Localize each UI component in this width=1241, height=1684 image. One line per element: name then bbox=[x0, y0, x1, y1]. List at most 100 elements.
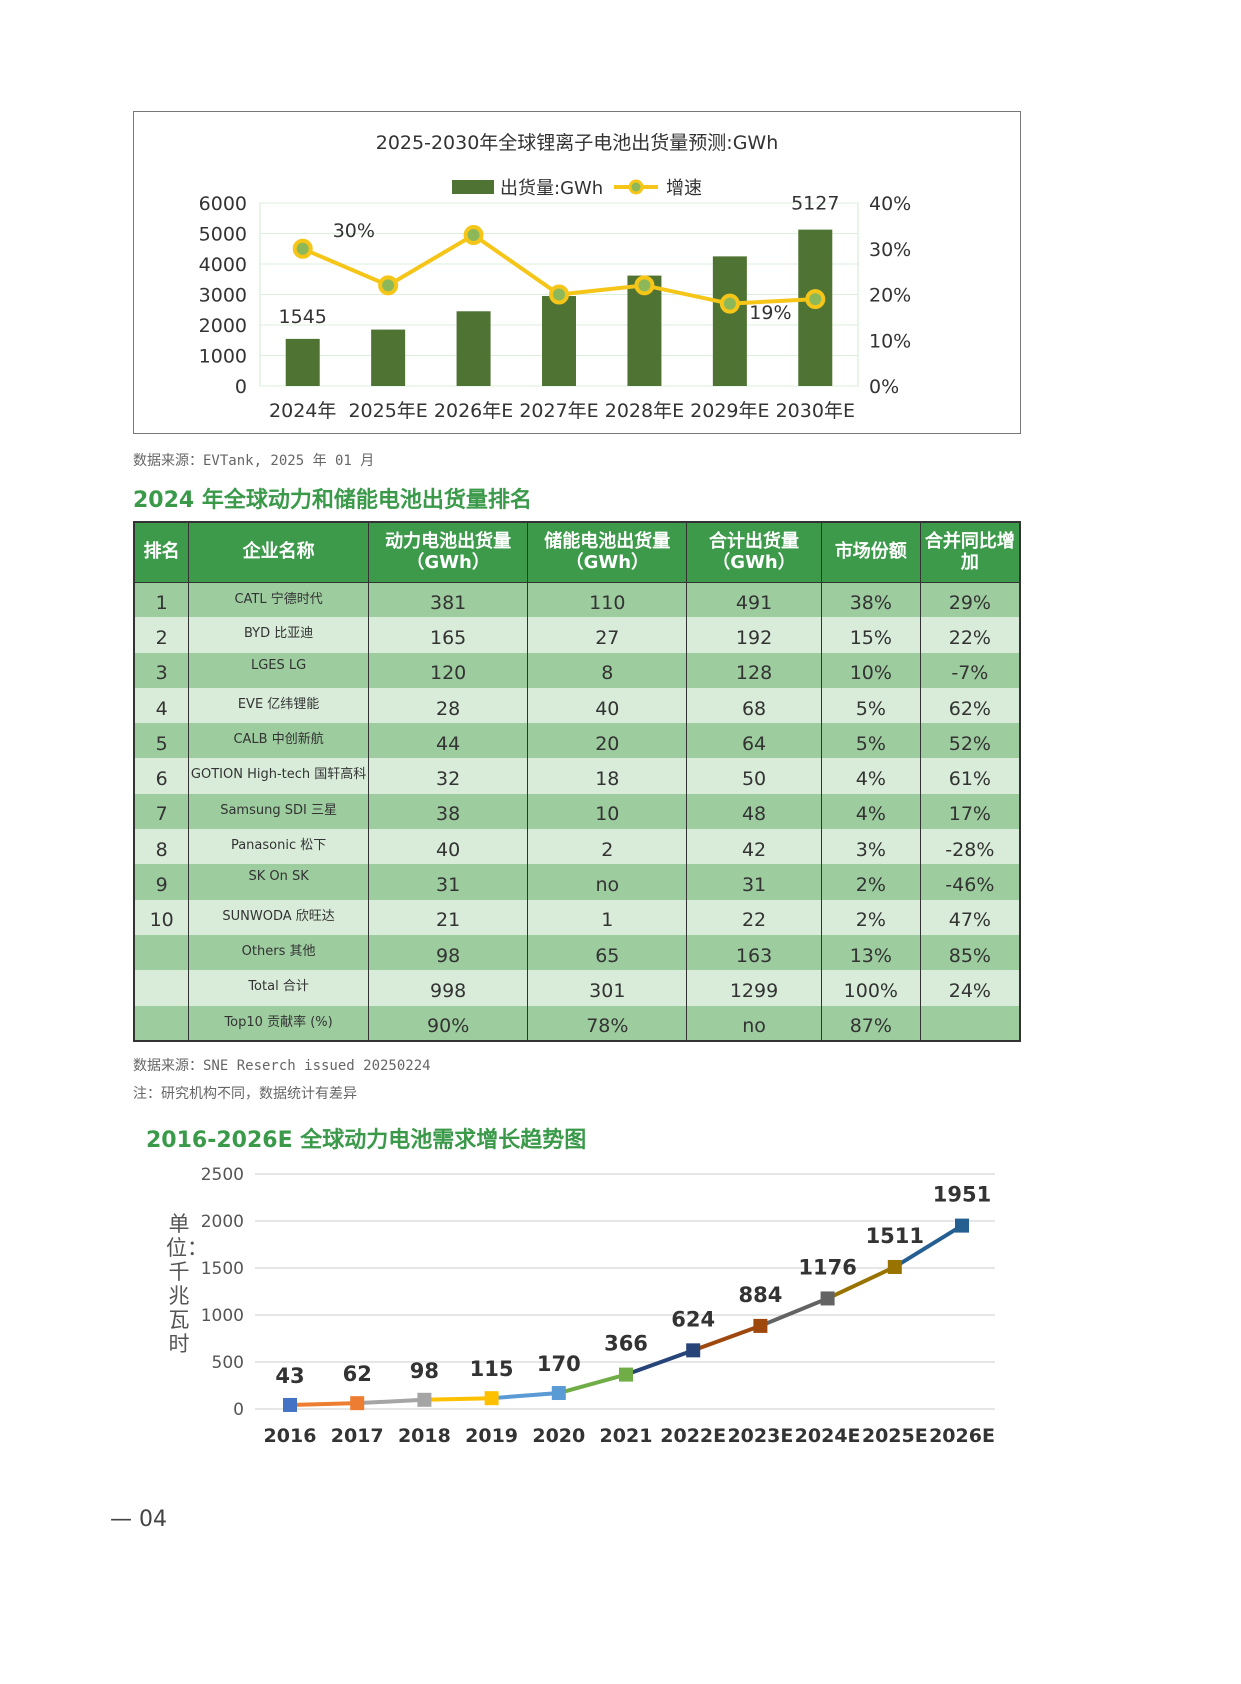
table-cell: 9 bbox=[133, 864, 190, 900]
y-axis-label: 单位：千兆瓦时 bbox=[166, 1212, 208, 1356]
line-segment bbox=[692, 1324, 762, 1353]
table-cell: 27 bbox=[527, 617, 688, 653]
left-tick-label: 3000 bbox=[199, 285, 247, 307]
table-cell: 2 bbox=[133, 617, 190, 653]
table-cell: 15% bbox=[820, 617, 921, 653]
table-cell: 21 bbox=[367, 899, 529, 935]
table-cell: 120 bbox=[367, 652, 529, 688]
table-cell: 491 bbox=[686, 582, 822, 618]
table-cell: 3 bbox=[133, 652, 190, 688]
table-cell: 163 bbox=[686, 934, 822, 971]
table-cell: 4% bbox=[820, 758, 921, 794]
table-cell: 13% bbox=[820, 934, 921, 971]
right-tick-label: 40% bbox=[869, 193, 911, 215]
legend-bar-swatch bbox=[452, 180, 494, 194]
table-cell: 68 bbox=[686, 687, 822, 724]
table-cell: 192 bbox=[686, 617, 822, 653]
line-segment bbox=[491, 1391, 559, 1401]
data-point bbox=[551, 1386, 566, 1401]
x-tick-label: 2029年E bbox=[690, 400, 769, 422]
table-cell: 10 bbox=[133, 899, 190, 935]
y-tick-label: 2000 bbox=[201, 1212, 244, 1232]
y-tick-label: 500 bbox=[212, 1353, 244, 1373]
legend-marker bbox=[628, 179, 644, 195]
table-cell: 10% bbox=[820, 652, 921, 688]
data-point bbox=[484, 1391, 499, 1406]
data-point bbox=[753, 1318, 768, 1333]
table-cell: 62% bbox=[919, 687, 1021, 724]
chart2-title: 2016-2026E 全球动力电池需求增长趋势图 bbox=[146, 1128, 587, 1153]
column-header: 合计出货量（GWh） bbox=[686, 521, 822, 583]
line-segment bbox=[625, 1348, 694, 1377]
table-row: 4 EVE 亿纬锂能 28 40 68 5% 62% bbox=[133, 687, 1021, 724]
line-segment bbox=[759, 1296, 829, 1328]
data-label: 1951 bbox=[933, 1183, 991, 1207]
table-cell: 10 bbox=[527, 793, 688, 830]
table-cell: 2 bbox=[527, 829, 688, 865]
growth-marker bbox=[634, 275, 655, 296]
line-segment bbox=[893, 1223, 964, 1269]
company-name-cell: LGES LG bbox=[188, 652, 369, 688]
table-cell: 381 bbox=[367, 582, 529, 618]
table-cell: -46% bbox=[919, 864, 1021, 900]
table-row: Others 其他 98 65 163 13% 85% bbox=[133, 934, 1021, 971]
data-label: 98 bbox=[410, 1359, 439, 1383]
x-tick-label: 2018 bbox=[398, 1425, 451, 1447]
line-segment bbox=[357, 1397, 425, 1406]
data-label: 624 bbox=[671, 1307, 715, 1331]
table-cell: 31 bbox=[367, 864, 529, 900]
data-point bbox=[350, 1396, 365, 1411]
data-label: 884 bbox=[738, 1283, 782, 1307]
table-cell: -7% bbox=[919, 652, 1021, 688]
x-tick-label: 2024E bbox=[795, 1425, 861, 1447]
ranking-table: 排名 企业名称 动力电池出货量（GWh） 储能电池出货量（GWh） 合计出货量（GWh）… bbox=[133, 521, 1021, 1042]
x-tick-label: 2026年E bbox=[434, 400, 513, 422]
x-tick-label: 2025E bbox=[862, 1425, 928, 1447]
table-row: Total 合计 998 301 1299 100% 24% bbox=[133, 970, 1021, 1006]
line-segment bbox=[424, 1396, 492, 1402]
table-cell: 40 bbox=[527, 687, 688, 724]
data-point bbox=[955, 1218, 969, 1233]
source-note: 数据来源：EVTank, 2025 年 01 月 bbox=[133, 453, 375, 469]
right-tick-label: 30% bbox=[869, 239, 911, 261]
table-cell: 2% bbox=[820, 899, 921, 935]
table-cell bbox=[133, 970, 190, 1006]
table-cell: 78% bbox=[527, 1005, 688, 1041]
table-cell bbox=[133, 1005, 190, 1041]
page-number-text: 04 bbox=[139, 1507, 167, 1532]
table-cell: 4% bbox=[820, 793, 921, 830]
table-cell: 90% bbox=[367, 1005, 529, 1041]
table-cell: 4 bbox=[133, 687, 190, 724]
column-header: 动力电池出货量（GWh） bbox=[367, 521, 529, 583]
x-tick-label: 2025年E bbox=[348, 400, 427, 422]
y-tick-label: 1500 bbox=[201, 1259, 244, 1279]
left-tick-label: 0 bbox=[235, 376, 247, 398]
data-label: 62 bbox=[343, 1362, 372, 1386]
table-cell: 2% bbox=[820, 864, 921, 900]
table-cell bbox=[133, 934, 190, 971]
table-cell bbox=[919, 1005, 1021, 1041]
table-cell: 128 bbox=[686, 652, 822, 688]
table-cell: 38 bbox=[367, 793, 529, 830]
growth-marker bbox=[549, 284, 569, 305]
data-point bbox=[686, 1343, 701, 1358]
legend-label: 出货量:GWh bbox=[500, 178, 603, 199]
table-cell: 3% bbox=[820, 829, 921, 865]
table-cell: 44 bbox=[367, 723, 529, 759]
disclaimer-note: 注：研究机构不同，数据统计有差异 bbox=[133, 1086, 357, 1102]
data-point bbox=[283, 1397, 297, 1412]
table-cell: 31 bbox=[686, 864, 822, 900]
table-cell: 1299 bbox=[686, 970, 822, 1006]
growth-marker bbox=[463, 225, 484, 246]
right-tick-label: 0% bbox=[869, 376, 899, 398]
table-cell: 38% bbox=[820, 582, 921, 618]
left-tick-label: 2000 bbox=[199, 315, 247, 337]
table-cell: -28% bbox=[919, 829, 1021, 865]
table-row: 7 Samsung SDI 三星 38 10 48 4% 17% bbox=[133, 793, 1021, 830]
table-cell: 17% bbox=[919, 793, 1021, 830]
table-cell: 28 bbox=[367, 687, 529, 724]
table-cell: 85% bbox=[919, 934, 1021, 971]
chart-title: 2025-2030年全球锂离子电池出货量预测:GWh bbox=[375, 132, 779, 154]
company-name-cell: CATL 宁德时代 bbox=[188, 582, 369, 618]
left-tick-label: 6000 bbox=[199, 193, 247, 215]
